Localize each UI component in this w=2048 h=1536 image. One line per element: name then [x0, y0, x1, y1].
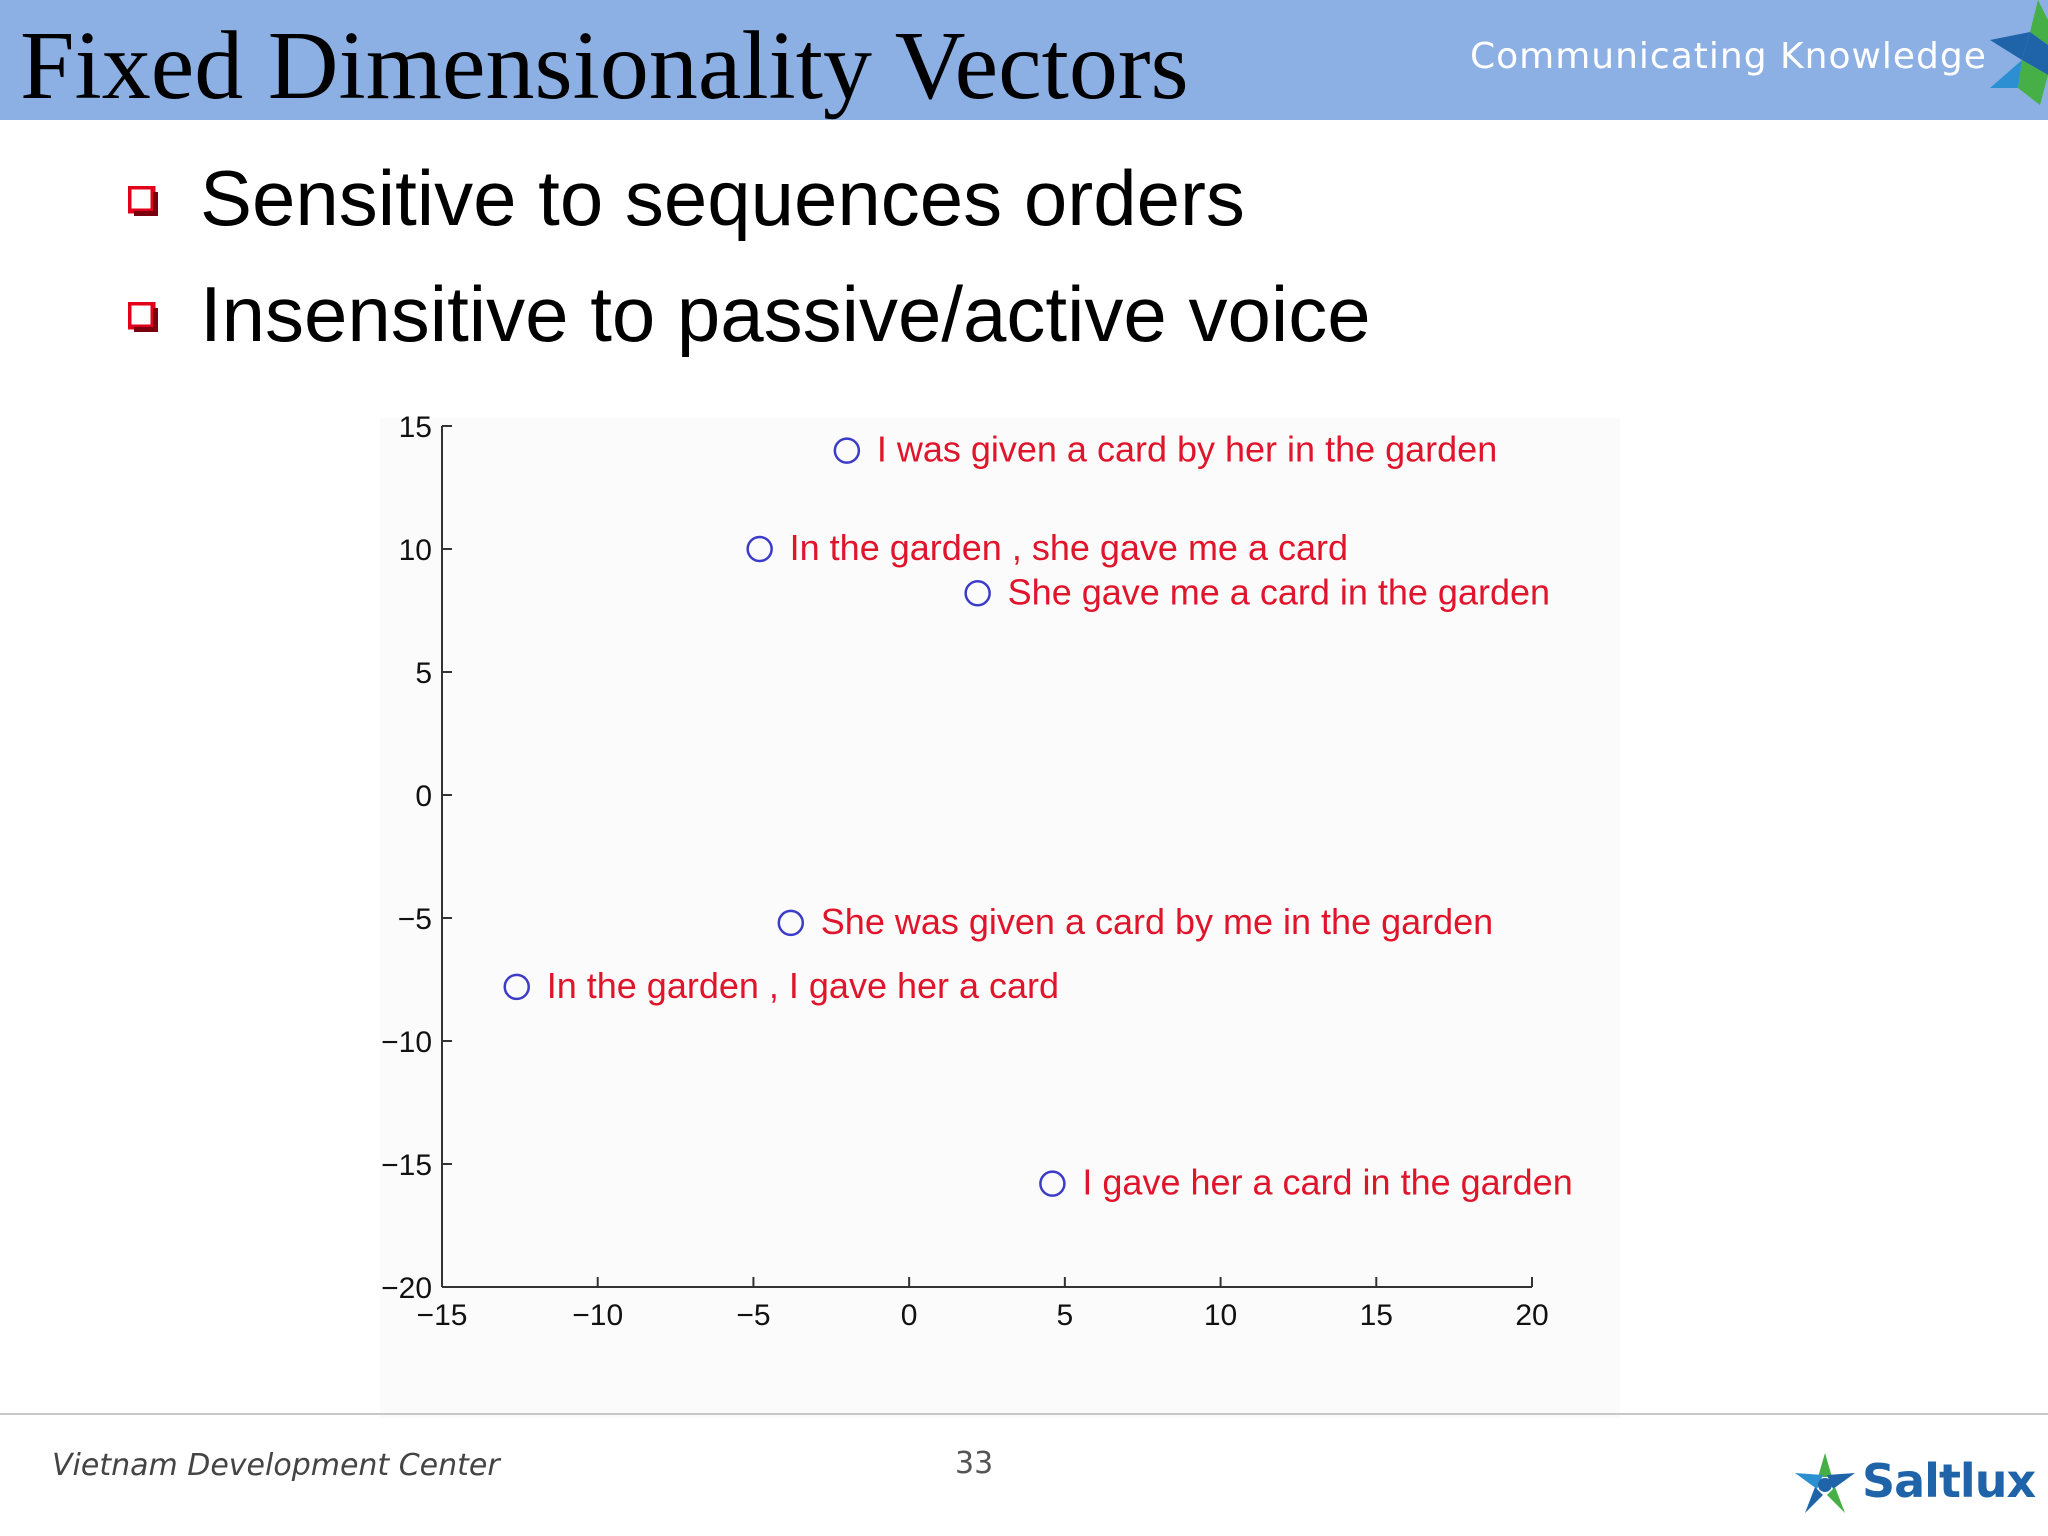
checkbox-bullet-icon — [128, 186, 158, 216]
slide-header: Fixed Dimensionality Vectors Communicati… — [0, 0, 2048, 120]
header-tagline: Communicating Knowledge — [1470, 36, 1987, 77]
saltlux-logo: Saltlux — [1790, 1450, 2036, 1520]
bullet-item: Insensitive to passive/active voice — [0, 256, 1900, 372]
slide-title: Fixed Dimensionality Vectors — [20, 12, 1189, 120]
y-tick-label: −20 — [381, 1272, 432, 1305]
x-tick-label: 20 — [1515, 1299, 1548, 1332]
bullet-item: Sensitive to sequences orders — [0, 140, 1900, 256]
checkbox-bullet-icon — [128, 302, 158, 332]
bullet-text: Sensitive to sequences orders — [200, 154, 1245, 242]
x-tick-label: −5 — [736, 1299, 770, 1332]
data-point-label: In the garden , she gave me a card — [790, 527, 1348, 568]
data-point-label: In the garden , I gave her a card — [547, 965, 1059, 1006]
bullet-text: Insensitive to passive/active voice — [200, 270, 1371, 358]
data-point — [503, 973, 530, 1001]
y-tick-label: −15 — [381, 1149, 432, 1182]
saltlux-logo-mark-icon — [1795, 1453, 1855, 1513]
y-tick-label: −5 — [398, 903, 432, 936]
data-point — [1039, 1170, 1066, 1197]
bullet-list: Sensitive to sequences orders Insensitiv… — [0, 140, 1900, 372]
data-point-label: I gave her a card in the garden — [1082, 1162, 1572, 1203]
y-tick-label: 10 — [399, 534, 432, 567]
x-tick-label: −15 — [417, 1299, 468, 1332]
footer-organization: Vietnam Development Center — [52, 1448, 500, 1483]
data-point-label: She was given a card by me in the garden — [821, 901, 1493, 942]
page-number: 33 — [955, 1446, 994, 1481]
brand-name: Saltlux — [1862, 1454, 2036, 1508]
data-point — [777, 909, 805, 937]
data-point-label: She gave me a card in the garden — [1008, 571, 1550, 612]
data-point — [746, 535, 773, 563]
data-point-label: I was given a card by her in the garden — [877, 429, 1497, 470]
x-tick-label: −10 — [572, 1299, 623, 1332]
plot-panel — [380, 418, 1620, 1418]
x-tick-label: 5 — [1057, 1299, 1074, 1332]
y-tick-label: 15 — [399, 411, 432, 444]
saltlux-star-icon — [1990, 0, 2048, 105]
y-tick-label: 0 — [415, 780, 432, 813]
x-tick-label: 15 — [1360, 1299, 1393, 1332]
x-tick-label: 10 — [1204, 1299, 1237, 1332]
footer-divider — [0, 1413, 2048, 1415]
data-point — [964, 580, 991, 607]
y-tick-label: 5 — [415, 657, 432, 690]
y-tick-label: −10 — [381, 1026, 432, 1059]
data-point — [833, 437, 861, 464]
x-tick-label: 0 — [901, 1299, 918, 1332]
